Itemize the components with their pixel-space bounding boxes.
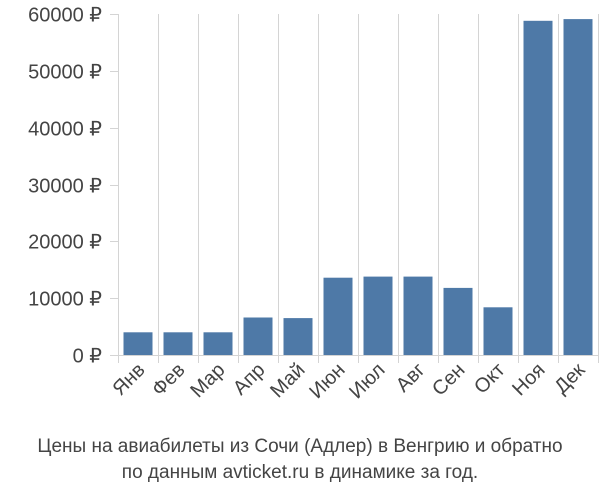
bar-11	[523, 20, 553, 356]
bar-10	[483, 307, 513, 355]
bar-9	[443, 287, 473, 355]
y-tick-label: 20000 ₽	[28, 232, 102, 254]
y-tick-label: 30000 ₽	[28, 176, 102, 198]
x-tick-label: Дек	[550, 359, 589, 398]
bars	[123, 19, 593, 356]
y-tick-label: 40000 ₽	[28, 119, 102, 141]
bar-5	[283, 318, 313, 355]
bar-6	[323, 277, 353, 355]
x-tick-label: Окт	[470, 359, 509, 398]
x-tick-label: Фев	[148, 359, 190, 401]
chart-caption-line-2: по данным avticket.ru в динамике за год.	[121, 462, 479, 483]
x-tick-label: Апр	[229, 359, 270, 400]
bar-12	[563, 19, 593, 355]
y-axis-ticks: 0 ₽ 10000 ₽ 20000 ₽ 30000 ₽ 40000 ₽ 50000 ₽ 60…	[28, 5, 118, 368]
bar-3	[203, 332, 233, 355]
x-tick-label: Июн	[305, 359, 349, 403]
bar-4	[243, 317, 273, 355]
y-tick-label: 60000 ₽	[28, 5, 102, 27]
grid-lines	[110, 14, 599, 363]
x-tick-label: Июл	[345, 359, 389, 403]
bar-1	[123, 332, 153, 355]
x-tick-label: Мар	[186, 359, 229, 402]
chart-caption-line-1: Цены на авиабилеты из Сочи (Адлер) в Вен…	[37, 436, 563, 457]
bar-7	[363, 276, 393, 355]
y-tick-label: 10000 ₽	[28, 289, 102, 311]
y-tick-label: 50000 ₽	[28, 62, 102, 84]
x-tick-label: Май	[266, 359, 309, 402]
x-tick-label: Авг	[392, 359, 430, 397]
x-tick-label: Янв	[108, 359, 149, 400]
y-tick-label: 0 ₽	[73, 346, 103, 368]
x-tick-label: Ноя	[508, 359, 549, 400]
x-tick-label: Сен	[428, 359, 469, 400]
bar-2	[163, 332, 193, 355]
bar-8	[403, 276, 433, 355]
